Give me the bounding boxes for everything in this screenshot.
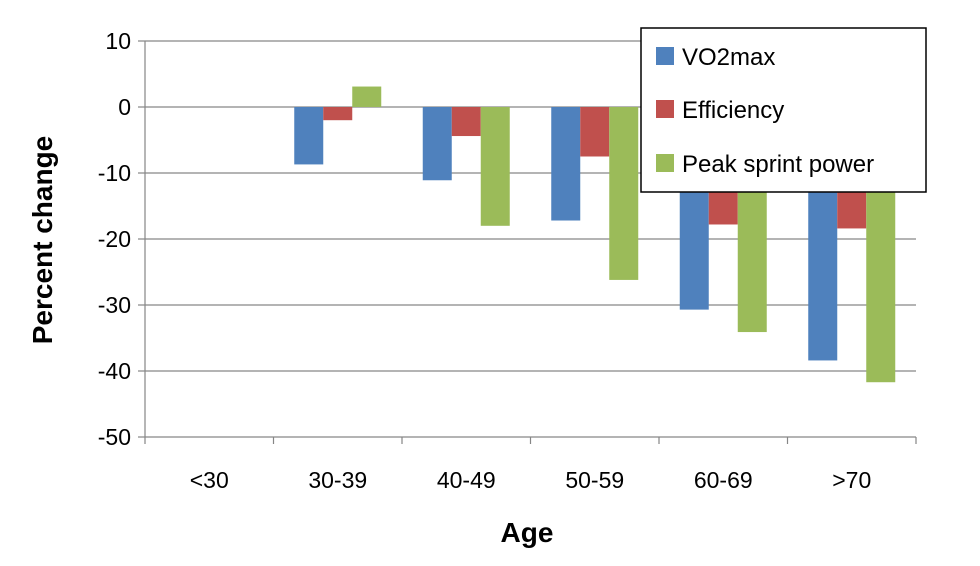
y-tick-label: -40: [98, 358, 131, 384]
legend: VO2max Efficiency Peak sprint power: [640, 27, 927, 193]
x-tick-label: <30: [190, 467, 229, 493]
bar-efficiency-1: [323, 107, 353, 121]
y-axis-title: Percent change: [27, 136, 58, 345]
legend-label-peak-sprint-power: Peak sprint power: [682, 151, 874, 178]
x-tick-label: 40-49: [437, 467, 496, 493]
legend-label-efficiency: Efficiency: [682, 97, 784, 124]
y-tick-label: -30: [98, 292, 131, 318]
x-tick-label: 50-59: [565, 467, 624, 493]
y-tick-label: 0: [118, 94, 131, 120]
bar-vo2max-2: [422, 107, 452, 181]
y-tick-label: -10: [98, 160, 131, 186]
bar-peak-sprint-power-3: [609, 107, 639, 280]
legend-swatch-efficiency: [656, 100, 674, 118]
y-tick-label: -20: [98, 226, 131, 252]
y-tick-label: 10: [105, 28, 131, 54]
legend-swatch-peak-sprint-power: [656, 154, 674, 172]
legend-box: [640, 27, 927, 193]
x-axis-title: Age: [501, 517, 554, 548]
x-tick-labels: <30 30-39 40-49 50-59 60-69 >70: [190, 467, 872, 493]
bar-efficiency-2: [451, 107, 481, 137]
bar-efficiency-3: [580, 107, 610, 157]
bar-vo2max-1: [294, 107, 324, 165]
legend-swatch-vo2max: [656, 47, 674, 65]
bar-peak-sprint-power-2: [480, 107, 510, 226]
x-tick-label: 60-69: [694, 467, 753, 493]
x-tick-label: >70: [832, 467, 871, 493]
x-tick-label: 30-39: [308, 467, 367, 493]
axes: [138, 40, 917, 444]
legend-label-vo2max: VO2max: [682, 44, 775, 71]
y-tick-labels: 10 0 -10 -20 -30 -40 -50: [98, 28, 131, 450]
y-tick-label: -50: [98, 424, 131, 450]
bar-vo2max-3: [551, 107, 581, 221]
bar-peak-sprint-power-1: [352, 86, 382, 107]
